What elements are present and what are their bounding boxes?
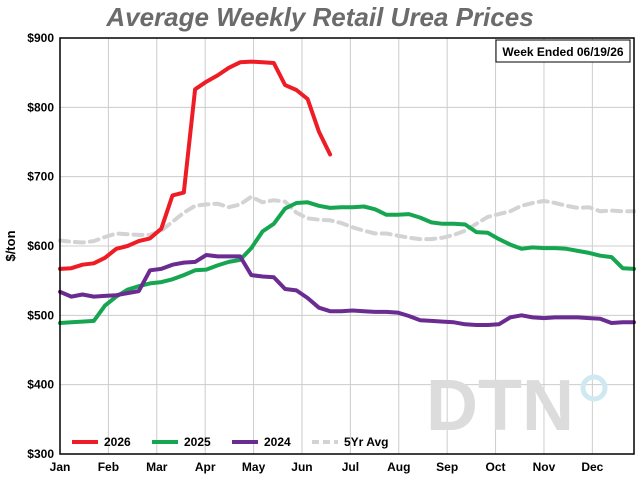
x-tick-label: Jan [50,460,71,474]
x-tick-label: Dec [581,460,603,474]
watermark-text: DTN [426,366,574,446]
series-line-2024 [58,253,636,327]
legend-label: 2025 [184,435,211,449]
x-tick-label: Jul [342,460,359,474]
dtn-watermark: DTN [426,366,608,446]
x-tick-label: May [242,460,266,474]
x-axis: Jan Feb Mar Apr May Jun Jul Aug Sep Oct Nov Dec [50,460,604,474]
y-tick-label: $400 [27,378,54,392]
y-axis: $300 $400 $500 $600 $700 $800 $900 [27,31,54,461]
chart-title: Average Weekly Retail Urea Prices [106,2,534,32]
x-tick-label: Sep [436,460,458,474]
series-lines [58,59,636,327]
week-ended-frame [495,39,631,63]
watermark-dot-icon [580,374,608,402]
legend-label: 5Yr Avg [344,435,388,449]
x-tick-label: Apr [195,460,216,474]
week-ended-box: Week Ended 06/19/26 [495,39,631,63]
y-tick-label: $700 [27,170,54,184]
y-tick-label: $500 [27,308,54,322]
x-tick-label: Nov [533,460,556,474]
legend-label: 2026 [104,435,131,449]
x-tick-label: Jun [291,460,312,474]
y-tick-label: $900 [27,31,54,45]
y-axis-label: $/ton [3,230,18,261]
x-tick-label: Mar [146,460,168,474]
x-tick-label: Feb [98,460,119,474]
series-line-5yr-avg [58,194,636,245]
series-line-2025 [58,200,636,325]
y-tick-label: $300 [27,447,54,461]
x-tick-label: Aug [387,460,410,474]
y-tick-label: $600 [27,239,54,253]
plot-border [59,37,635,455]
series-line-2026 [58,59,333,271]
legend-label: 2024 [264,435,291,449]
week-ended-label: Week Ended 06/19/26 [502,45,624,59]
y-tick-label: $800 [27,100,54,114]
legend: 2026 2025 2024 5Yr Avg [72,435,388,449]
x-tick-label: Oct [486,460,506,474]
